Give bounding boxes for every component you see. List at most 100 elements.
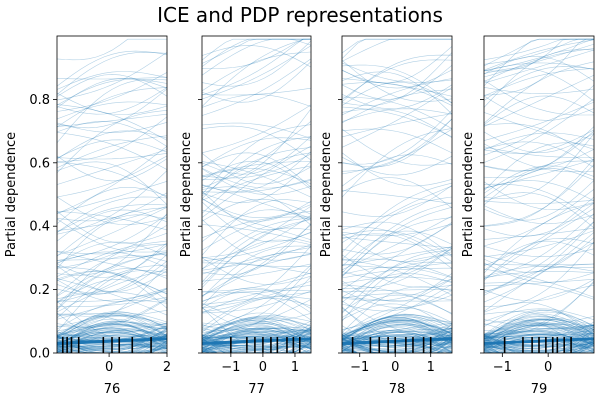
ice-line: [342, 330, 452, 339]
ice-line: [202, 312, 311, 339]
ice-line: [484, 339, 594, 353]
ice-line: [57, 255, 167, 296]
ice-line: [202, 289, 311, 314]
x-axis-label: 79: [531, 382, 548, 397]
ice-line: [202, 324, 311, 346]
ice-line: [484, 158, 594, 227]
ice-line: [342, 215, 452, 271]
ice-line: [484, 271, 594, 278]
ice-line: [484, 240, 594, 271]
ice-line: [484, 126, 594, 179]
ice-line: [57, 315, 167, 337]
ice-line: [342, 314, 452, 337]
ice-line: [57, 321, 167, 337]
ice-line: [342, 334, 452, 341]
ice-line: [484, 160, 594, 198]
ice-line: [57, 336, 167, 353]
ice-line: [57, 79, 167, 106]
x-tick-label: 0: [259, 360, 267, 375]
ice-line: [484, 192, 594, 229]
x-axis-label: 76: [104, 382, 121, 397]
ice-line: [57, 329, 167, 353]
ice-line: [57, 242, 167, 303]
ice-line: [202, 191, 311, 231]
ice-line: [342, 82, 452, 106]
ice-line: [202, 263, 311, 282]
ice-line: [342, 337, 452, 353]
ice-line: [202, 124, 311, 195]
ice-line: [57, 38, 167, 61]
ice-line: [484, 325, 594, 339]
ice-line: [202, 38, 311, 76]
ice-line: [202, 247, 311, 275]
ice-line: [202, 326, 311, 349]
ice-line: [342, 258, 452, 278]
ice-line: [57, 76, 167, 80]
ice-line: [342, 319, 452, 351]
ice-line: [484, 323, 594, 336]
ice-line: [57, 329, 167, 353]
ice-line: [57, 196, 167, 233]
ice-line: [342, 324, 452, 353]
ice-line: [202, 61, 311, 103]
ice-line: [57, 251, 167, 303]
ice-line: [484, 331, 594, 339]
ice-line: [342, 334, 452, 352]
ice-line: [57, 312, 167, 335]
ice-line: [57, 213, 167, 276]
ice-line: [202, 209, 311, 243]
ice-line: [342, 206, 452, 278]
ice-line: [57, 251, 167, 269]
ice-line: [484, 48, 594, 82]
axes-frame: [341, 35, 453, 354]
ice-line: [484, 263, 594, 266]
ice-line: [342, 247, 452, 279]
y-axis-label: Partial dependence: [4, 132, 19, 257]
ice-line: [342, 320, 452, 347]
ice-line: [342, 286, 452, 333]
ice-line: [202, 217, 311, 270]
ice-line: [484, 284, 594, 327]
ice-line: [484, 323, 594, 335]
ice-line: [484, 333, 594, 339]
ice-line: [202, 201, 311, 243]
ice-line: [484, 143, 594, 173]
ice-line: [57, 207, 167, 257]
ice-line: [342, 319, 452, 335]
ice-line: [342, 342, 452, 353]
ice-line: [484, 98, 594, 163]
ice-line: [57, 310, 167, 318]
ice-line: [57, 145, 167, 215]
ice-line: [57, 324, 167, 348]
ice-line: [342, 288, 452, 293]
ice-line: [57, 121, 167, 147]
ice-line: [202, 302, 311, 323]
ice-line: [202, 51, 311, 92]
ice-line: [57, 329, 167, 349]
ice-line: [202, 209, 311, 241]
ice-line: [484, 129, 594, 154]
ice-line: [202, 262, 311, 274]
ice-line: [202, 38, 311, 96]
ice-line: [342, 185, 452, 217]
ice-line: [342, 321, 452, 342]
ice-line: [484, 227, 594, 240]
subplot-1: 0 2 0.0 0.2 0.4 0.6 0.8 76 Partial dependence: [4, 35, 171, 397]
ice-line: [202, 327, 311, 338]
ice-line: [202, 280, 311, 309]
ice-line: [342, 128, 452, 166]
ice-line: [57, 327, 167, 345]
ice-line: [342, 323, 452, 337]
ice-line: [202, 137, 311, 168]
ice-line: [484, 337, 594, 353]
ice-line: [342, 328, 452, 345]
ice-line: [202, 317, 311, 336]
ice-line: [484, 309, 594, 335]
ice-line: [342, 315, 452, 341]
ice-line: [202, 320, 311, 339]
ice-line: [202, 335, 311, 340]
ice-line: [342, 330, 452, 337]
ice-line: [342, 338, 452, 353]
ice-line: [342, 108, 452, 139]
ice-line: [202, 245, 311, 313]
